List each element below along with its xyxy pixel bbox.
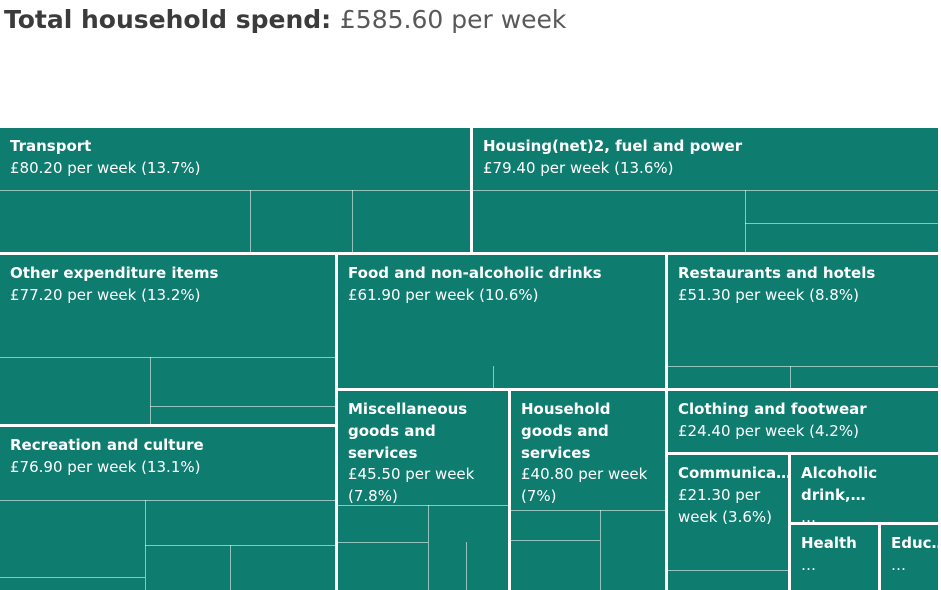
treemap-cell-alcoholic-drink[interactable]: Alcoholic drink,… … xyxy=(791,455,938,522)
treemap-cell-food-non-alcoholic[interactable]: Food and non-alcoholic drinks £61.90 per… xyxy=(338,255,665,388)
treemap-cell-miscellaneous-goods-services[interactable]: Miscellaneous goods and services £45.50 … xyxy=(338,391,508,590)
treemap-cell-household-goods-services[interactable]: Household goods and services £40.80 per … xyxy=(511,391,665,590)
cell-label: Clothing and footwear xyxy=(678,400,867,418)
cell-value: £61.90 per week (10.6%) xyxy=(348,285,539,304)
cell-label: Communica… xyxy=(678,464,788,482)
treemap-cell-other-expenditure[interactable]: Other expenditure items £77.20 per week … xyxy=(0,255,335,424)
cell-label: Transport xyxy=(10,137,92,155)
treemap-cell-recreation-culture[interactable]: Recreation and culture £76.90 per week (… xyxy=(0,427,335,590)
treemap-cell-housing-fuel-power[interactable]: Housing(net)2, fuel and power £79.40 per… xyxy=(473,128,938,252)
treemap-cell-education[interactable]: Educ… … xyxy=(881,525,938,590)
cell-label: Alcoholic drink,… xyxy=(801,464,878,504)
cell-value: £77.20 per week (13.2%) xyxy=(10,285,201,304)
cell-value: £21.30 per week (3.6%) xyxy=(678,485,772,526)
cell-value: £40.80 per week (7%) xyxy=(521,465,648,505)
cell-value: … xyxy=(801,507,816,523)
cell-value: £45.50 per week (7.8%) xyxy=(348,465,475,505)
cell-label: Restaurants and hotels xyxy=(678,264,876,282)
cell-value: … xyxy=(801,555,816,574)
page-title: Total household spend: £585.60 per week xyxy=(4,4,566,35)
cell-value: £76.90 per week (13.1%) xyxy=(10,457,201,476)
treemap-cell-restaurants-hotels[interactable]: Restaurants and hotels £51.30 per week (… xyxy=(668,255,938,388)
cell-label: Educ… xyxy=(891,534,938,552)
cell-value: £51.30 per week (8.8%) xyxy=(678,285,859,304)
cell-label: Housing(net)2, fuel and power xyxy=(483,137,743,155)
cell-value: £24.40 per week (4.2%) xyxy=(678,421,859,440)
page-title-label: Total household spend: xyxy=(4,5,332,34)
page-title-value: £585.60 per week xyxy=(339,5,567,34)
treemap-cell-communication[interactable]: Communica… £21.30 per week (3.6%) xyxy=(668,455,788,590)
cell-label: Household goods and services xyxy=(521,400,611,462)
cell-label: Health xyxy=(801,534,857,552)
cell-value: £79.40 per week (13.6%) xyxy=(483,158,674,177)
treemap-cell-transport[interactable]: Transport £80.20 per week (13.7%) xyxy=(0,128,470,252)
cell-label: Miscellaneous goods and services xyxy=(348,400,468,462)
treemap-cell-health[interactable]: Health … xyxy=(791,525,878,590)
cell-label: Other expenditure items xyxy=(10,264,219,282)
cell-label: Recreation and culture xyxy=(10,436,204,454)
cell-value: £80.20 per week (13.7%) xyxy=(10,158,201,177)
cell-value: … xyxy=(891,555,906,574)
treemap-chart: Transport £80.20 per week (13.7%) Housin… xyxy=(0,128,941,590)
cell-label: Food and non-alcoholic drinks xyxy=(348,264,602,282)
treemap-cell-clothing-footwear[interactable]: Clothing and footwear £24.40 per week (4… xyxy=(668,391,938,452)
